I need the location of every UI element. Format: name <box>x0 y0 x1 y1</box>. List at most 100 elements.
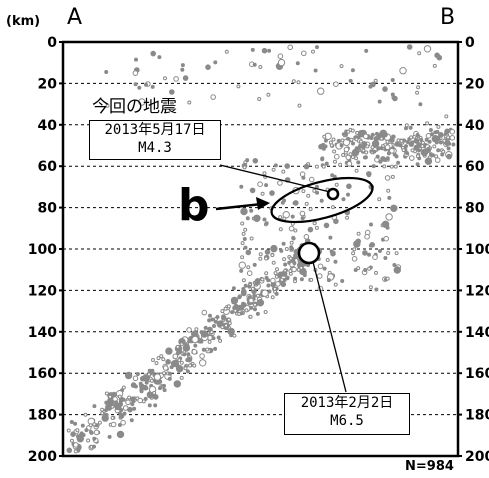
hypocenter-dot <box>117 423 122 427</box>
section-end-b: B <box>440 5 456 30</box>
hypocenter-dot <box>289 245 294 250</box>
hypocenter-dot <box>277 53 284 60</box>
hypocenter-dot <box>314 164 319 169</box>
region-b-label: b <box>178 180 210 231</box>
hypocenter-dot <box>105 103 110 108</box>
right-tick-label: 80 <box>465 201 485 217</box>
hypocenter-dot <box>127 395 132 400</box>
hypocenter-dot <box>261 47 268 54</box>
hypocenter-dot <box>216 335 221 340</box>
hypocenter-dot <box>293 200 299 206</box>
hypocenter-dot <box>247 284 252 289</box>
hypocenter-dot <box>138 381 143 386</box>
hypocenter-dot <box>132 375 139 382</box>
hypocenter-dot <box>295 61 300 66</box>
hypocenter-dot <box>156 356 161 361</box>
hypocenter-dot <box>169 365 174 370</box>
hypocenter-dot <box>339 143 344 148</box>
hypocenter-dot <box>299 171 306 177</box>
hypocenter-dot <box>364 48 369 53</box>
hypocenter-dot <box>153 394 159 400</box>
hypocenter-dot <box>405 140 410 144</box>
left-tick-label: 120 <box>28 283 57 299</box>
hypocenter-dot <box>73 449 78 454</box>
hypocenter-dot <box>108 394 113 399</box>
event-callout-may17: 2013年5月17日 M4.3 <box>89 120 221 160</box>
hypocenter-dot <box>201 347 206 352</box>
hypocenter-dot <box>130 382 137 388</box>
hypocenter-dot <box>73 421 78 426</box>
hypocenter-dot <box>424 137 429 142</box>
hypocenter-dot <box>433 130 438 135</box>
hypocenter-dot <box>390 78 395 82</box>
hypocenter-dot <box>182 352 187 357</box>
hypocenter-dot <box>118 413 125 419</box>
hypocenter-dot <box>292 261 297 266</box>
hypocenter-dot <box>438 132 444 138</box>
hypocenter-dot <box>341 197 346 202</box>
hypocenter-dot <box>241 302 247 308</box>
hypocenter-dot <box>151 358 155 362</box>
event-magnitude-feb2: M6.5 <box>330 413 364 429</box>
hypocenter-dot <box>291 235 296 240</box>
hypocenter-dot <box>317 263 324 270</box>
hypocenter-dot <box>232 298 237 303</box>
hypocenter-dot <box>257 97 262 101</box>
hypocenter-dot <box>261 289 269 297</box>
hypocenter-dot <box>418 102 423 107</box>
hypocenter-dot <box>370 132 375 137</box>
right-depth-axis: 0 20 40 60 80 100 120 140 160 180 200 <box>458 35 489 465</box>
hypocenter-dot <box>163 76 167 81</box>
hypocenter-dot <box>436 148 441 153</box>
event-marker-may17 <box>326 187 340 201</box>
hypocenter-dot <box>363 133 369 140</box>
hypocenter-dot <box>385 156 390 161</box>
hypocenter-dot <box>262 217 267 222</box>
hypocenter-dot <box>428 128 433 132</box>
hypocenter-dot <box>321 164 326 169</box>
hypocenter-dot <box>263 310 268 314</box>
hypocenter-dot <box>416 85 421 90</box>
hypocenter-dot <box>97 420 102 425</box>
hypocenter-dot <box>417 51 422 56</box>
hypocenter-dot <box>227 321 232 326</box>
hypocenter-dot <box>391 134 396 139</box>
hypocenter-dot <box>153 403 158 408</box>
hypocenter-dot <box>330 205 335 210</box>
hypocenter-dot <box>249 187 256 194</box>
hypocenter-dot <box>240 207 248 216</box>
hypocenter-dot <box>92 404 97 409</box>
hypocenter-dot <box>315 190 320 195</box>
hypocenter-dot <box>350 155 355 159</box>
right-tick-label: 160 <box>465 366 489 382</box>
hypocenter-dot <box>246 265 251 270</box>
hypocenter-dot <box>264 271 269 276</box>
hypocenter-dot <box>212 324 216 328</box>
hypocenter-dot <box>415 90 420 95</box>
hypocenter-dot <box>349 137 354 142</box>
hypocenter-dot <box>162 371 166 376</box>
hypocenter-dot <box>385 276 390 281</box>
hypocenter-dot <box>432 144 437 149</box>
hypocenter-dot <box>394 154 399 159</box>
left-tick-label: 100 <box>28 242 57 258</box>
hypocenter-dot <box>92 436 97 441</box>
hypocenter-dot <box>220 325 225 330</box>
hypocenter-dot <box>150 368 155 373</box>
hypocenter-dot <box>393 266 401 274</box>
hypocenter-dot <box>193 343 198 348</box>
hypocenter-dot <box>334 153 340 160</box>
hypocenter-dot <box>152 390 157 395</box>
hypocenter-dot <box>282 216 287 221</box>
hypocenter-dot <box>408 125 413 130</box>
hypocenter-dot <box>303 234 310 240</box>
hypocenter-dot <box>401 148 406 153</box>
hypocenter-dot <box>288 256 293 261</box>
hypocenter-dot <box>175 344 180 349</box>
hypocenter-dot <box>284 163 291 169</box>
hypocenter-dot <box>250 47 255 52</box>
hypocenter-dot <box>86 438 91 443</box>
hypocenter-dot <box>385 213 393 221</box>
hypocenter-dot <box>179 360 184 365</box>
hypocenter-dot <box>114 400 119 405</box>
